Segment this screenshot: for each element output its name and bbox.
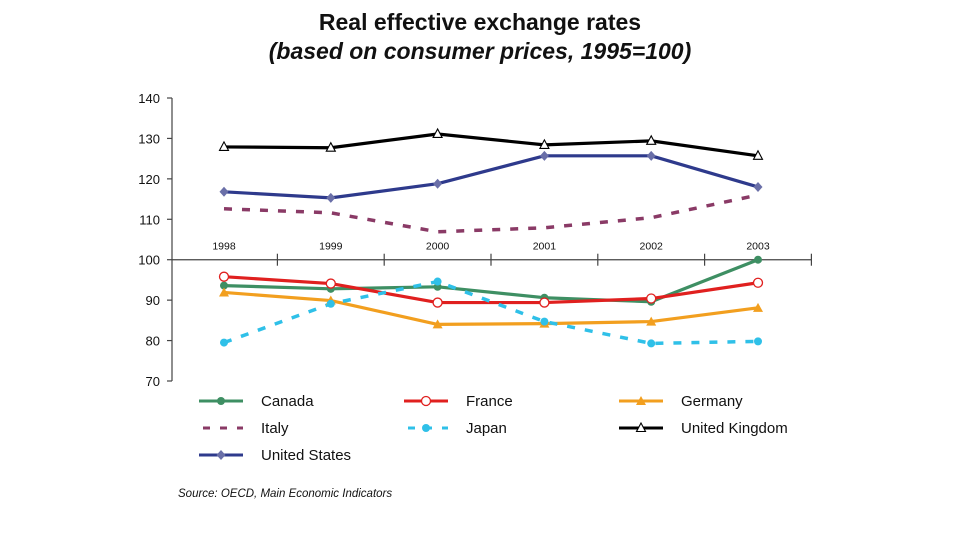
y-tick-label: 80 <box>146 334 160 349</box>
x-tick-label: 2000 <box>426 241 450 253</box>
data-point-france <box>218 271 230 282</box>
x-tick-label: 1998 <box>212 241 236 253</box>
legend-marker <box>420 395 432 407</box>
legend-swatch-united-kingdom <box>619 421 663 433</box>
legend-label: Germany <box>681 392 743 410</box>
data-point-japan <box>754 337 762 346</box>
legend-item-japan: Japan <box>400 417 507 439</box>
data-point-germany <box>753 302 763 312</box>
data-point-canada <box>220 281 228 290</box>
y-tick-label: 130 <box>138 131 160 146</box>
source-note: Source: OECD, Main Economic Indicators <box>178 488 393 500</box>
data-point-united-states <box>646 150 656 161</box>
legend-item-canada: Canada <box>195 390 314 412</box>
data-point-france <box>539 297 550 308</box>
data-point-france <box>646 293 657 304</box>
axes: 70 80 90 100 110 120 130 140 1998 1999 2000 2001 200… <box>138 91 813 389</box>
legend-label: Canada <box>261 392 314 410</box>
data-point-united-states <box>433 178 443 189</box>
chart-title: Real effective exchange rates <box>318 9 642 35</box>
series-line-germany <box>223 290 759 326</box>
x-tick-label: 2002 <box>640 241 664 253</box>
legend-marker <box>217 397 225 405</box>
legend: Canada France Germany Italy Japan United King… <box>195 390 805 470</box>
legend-label: United States <box>261 446 352 464</box>
series-line-united-states <box>223 154 759 200</box>
data-point-japan <box>326 299 335 308</box>
data-point-japan <box>220 338 228 347</box>
y-tick-label: 70 <box>146 374 160 389</box>
legend-item-united-states: United States <box>195 444 351 466</box>
series-line-japan <box>223 279 759 346</box>
legend-label: Italy <box>261 419 289 437</box>
data-point-germany <box>219 287 229 297</box>
legend-swatch-canada <box>199 397 243 405</box>
data-point-canada <box>754 255 762 264</box>
legend-swatch-united-states <box>199 450 243 460</box>
series-markers <box>218 127 764 348</box>
legend-swatch-france <box>404 395 448 407</box>
data-point-germany <box>646 316 657 326</box>
legend-item-italy: Italy <box>195 417 289 439</box>
data-point-united-states <box>753 181 763 192</box>
data-point-france <box>752 277 764 288</box>
data-point-france <box>432 297 443 308</box>
y-tick-label: 90 <box>146 293 160 308</box>
x-tick-label: 2001 <box>533 241 557 253</box>
legend-item-germany: Germany <box>615 390 743 412</box>
x-tick-label: 1999 <box>319 241 343 253</box>
series-line-italy <box>223 193 759 234</box>
data-point-france <box>325 278 336 289</box>
data-point-united-kingdom <box>645 134 657 145</box>
y-tick-label: 120 <box>138 172 160 187</box>
data-point-united-kingdom <box>325 141 337 152</box>
data-point-germany <box>432 319 443 329</box>
legend-label: Japan <box>466 419 507 437</box>
data-point-united-kingdom <box>538 138 550 149</box>
series-line-united-kingdom <box>223 132 759 158</box>
chart-subtitle: (based on consumer prices, 1995=100) <box>268 38 692 64</box>
legend-marker <box>635 421 647 433</box>
legend-swatch-germany <box>619 396 663 405</box>
data-point-united-kingdom <box>432 127 444 139</box>
legend-label: United Kingdom <box>681 419 788 437</box>
y-tick-label: 110 <box>139 212 160 227</box>
series-lines <box>223 132 759 346</box>
data-point-united-states <box>326 192 336 203</box>
legend-marker <box>636 396 646 405</box>
series-line-france <box>223 275 759 305</box>
data-point-japan <box>647 339 656 348</box>
legend-marker <box>216 450 226 460</box>
legend-label: France <box>466 392 513 410</box>
legend-item-united-kingdom: United Kingdom <box>615 417 788 439</box>
data-point-united-states <box>539 150 549 161</box>
legend-marker <box>422 424 430 432</box>
legend-swatch-japan <box>408 424 448 432</box>
data-point-united-kingdom <box>752 149 764 160</box>
y-tick-label: 140 <box>138 91 160 106</box>
data-point-united-kingdom <box>218 140 230 151</box>
data-point-japan <box>540 317 549 326</box>
legend-item-france: France <box>400 390 513 412</box>
data-point-japan <box>433 277 442 286</box>
data-point-united-states <box>219 186 229 197</box>
x-tick-label: 2003 <box>746 241 770 253</box>
legend-swatch-italy <box>203 426 243 430</box>
y-tick-label: 100 <box>138 253 160 268</box>
